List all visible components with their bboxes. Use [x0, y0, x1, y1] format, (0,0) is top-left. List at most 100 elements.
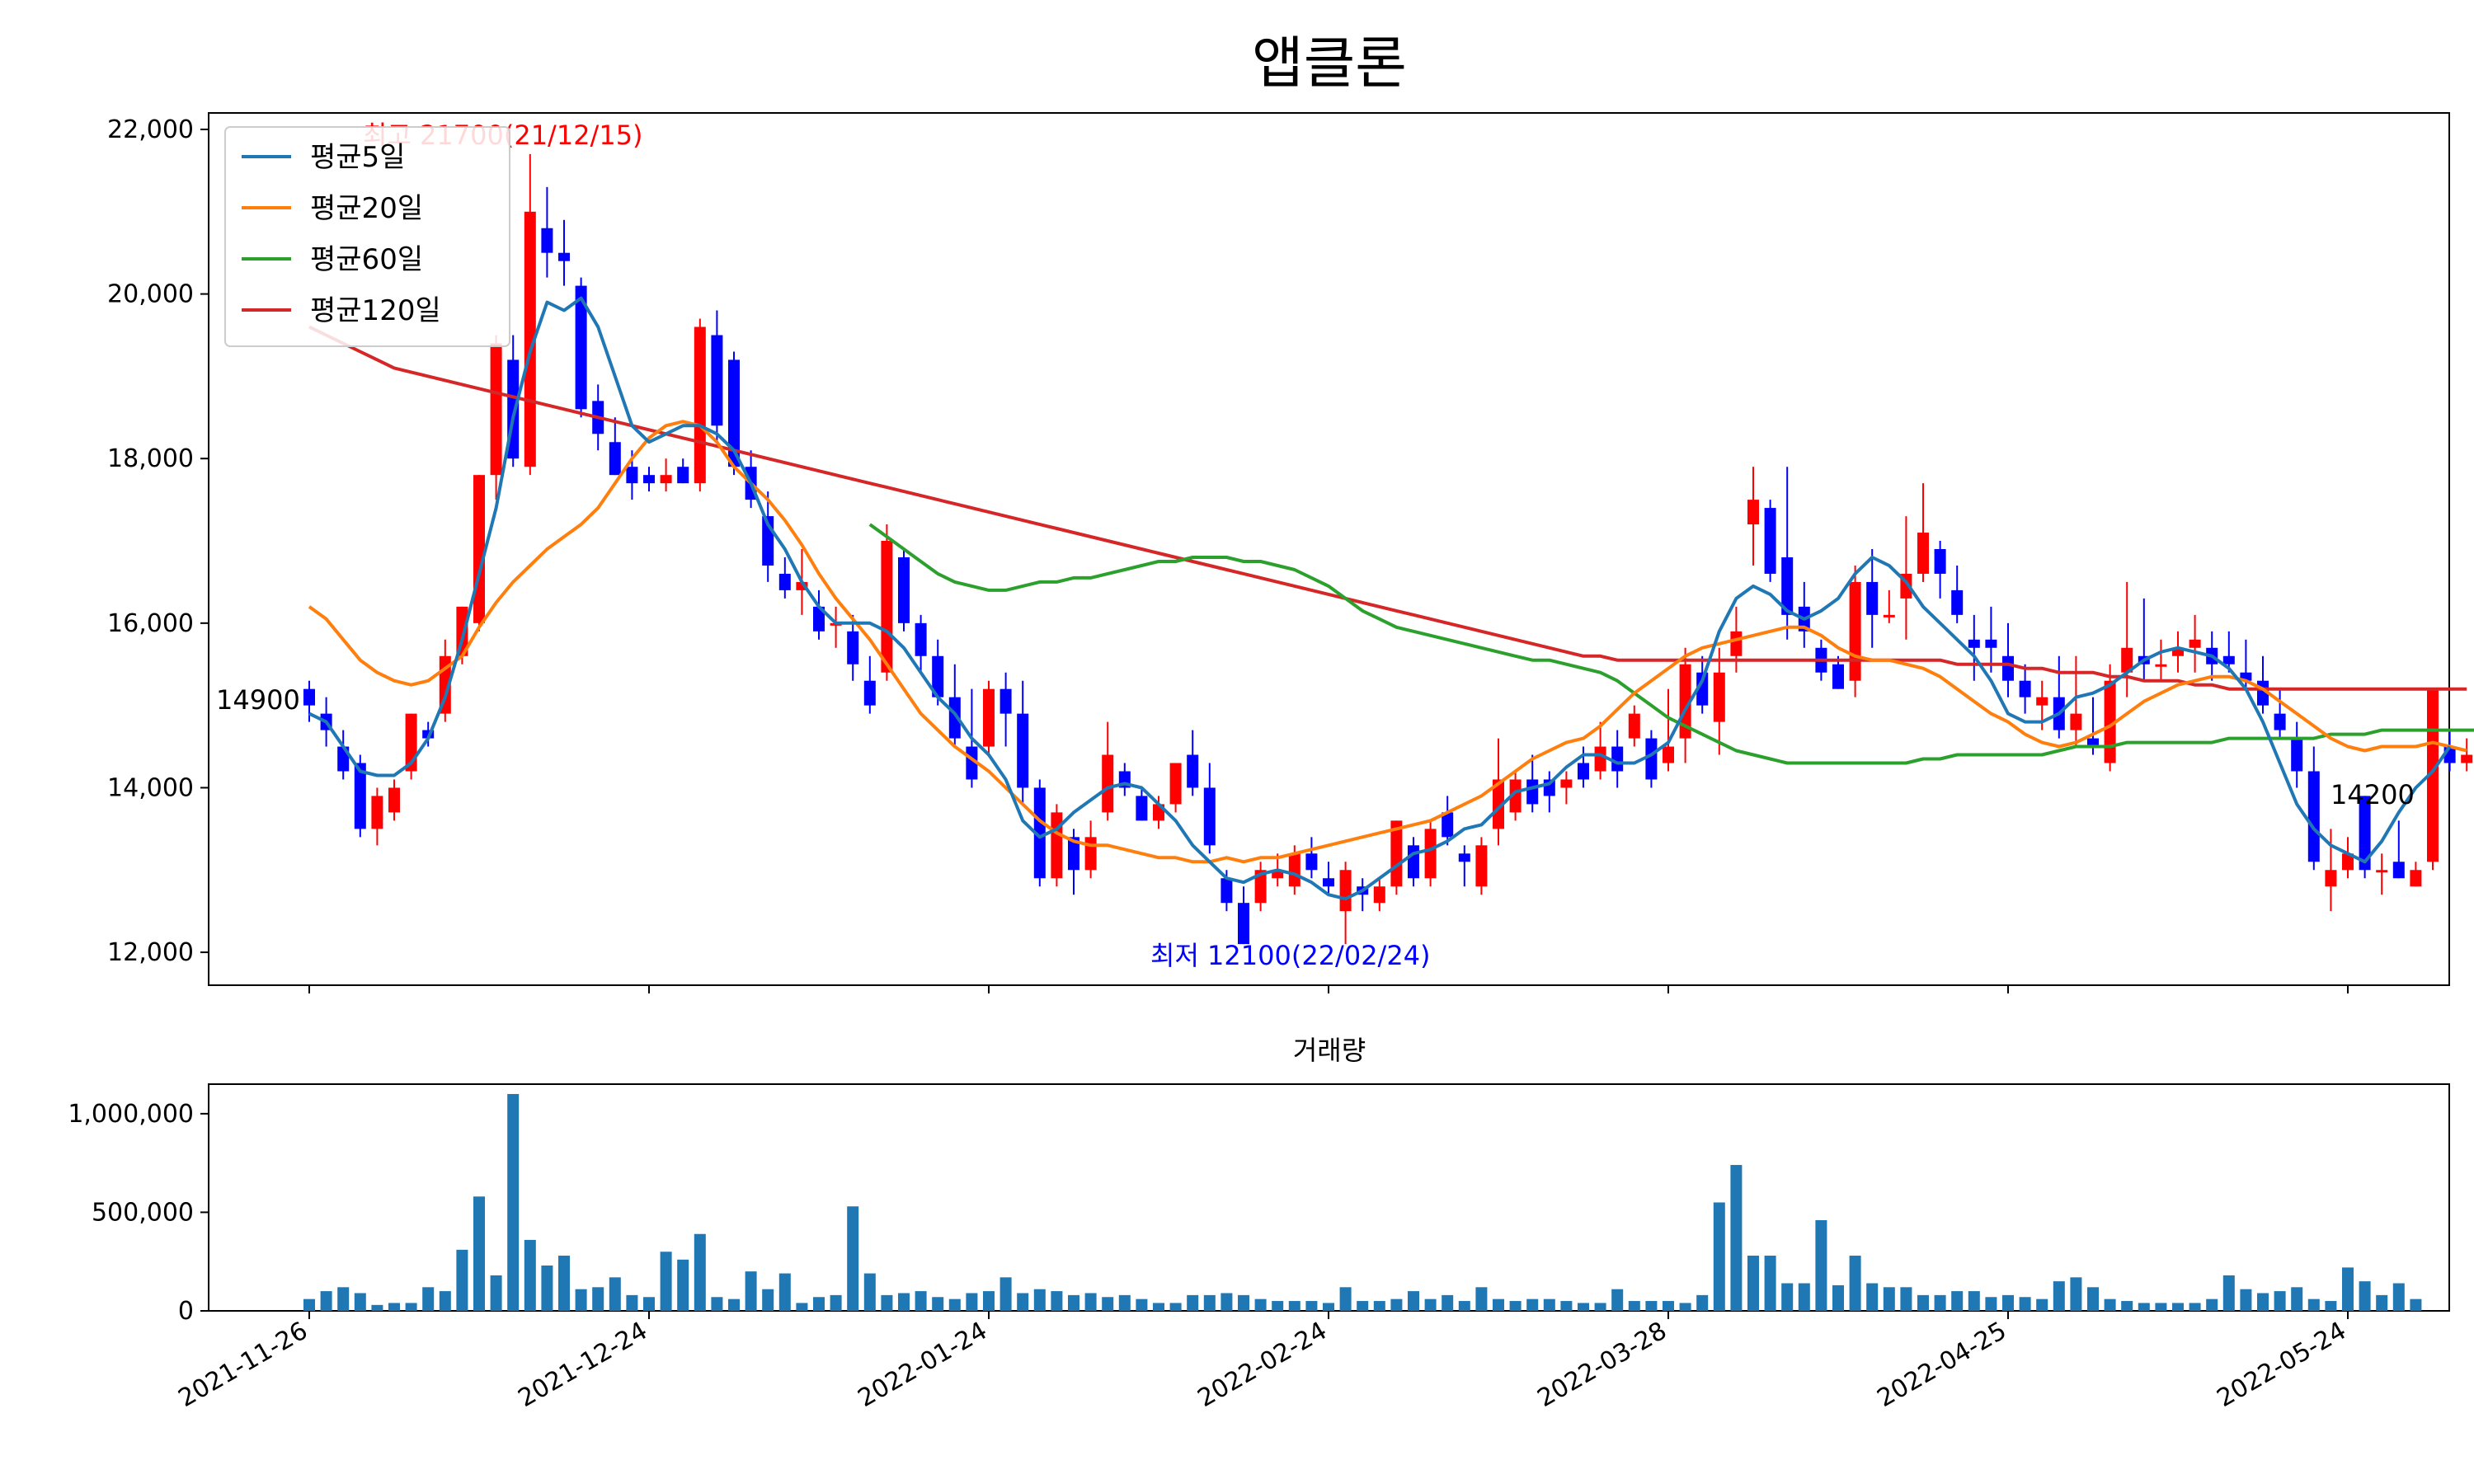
- candle-body: [728, 359, 740, 467]
- volume-bar: [2342, 1267, 2354, 1311]
- volume-bar: [2206, 1298, 2218, 1311]
- volume-bar: [1781, 1283, 1794, 1311]
- volume-bar: [1578, 1303, 1589, 1311]
- candle-body: [1713, 672, 1725, 722]
- ma60-line: [868, 523, 2474, 765]
- volume-bar: [2053, 1281, 2065, 1311]
- volume-bar: [1339, 1287, 1352, 1311]
- volume-bar: [2274, 1291, 2286, 1311]
- volume-bar: [1934, 1294, 1946, 1311]
- volume-bar: [711, 1297, 723, 1311]
- candle-body: [847, 631, 859, 665]
- legend-box: [224, 126, 510, 347]
- volume-bar: [1985, 1297, 1997, 1311]
- candle-body: [1679, 664, 1691, 739]
- volume-bar: [1442, 1294, 1454, 1311]
- volume-bar: [1272, 1301, 1284, 1311]
- volume-bar: [2104, 1298, 2116, 1311]
- candle-body: [541, 228, 553, 253]
- candle-body: [2121, 647, 2133, 673]
- candle-body: [575, 285, 587, 410]
- candle-body: [694, 326, 706, 484]
- candle-body: [1883, 614, 1895, 618]
- volume-bar: [2325, 1301, 2337, 1311]
- last-close-annotation: 14200: [2331, 779, 2415, 810]
- volume-bar: [1645, 1301, 1658, 1311]
- candle-body: [1968, 639, 1980, 648]
- candle-body: [558, 252, 570, 261]
- volume-bar: [830, 1294, 842, 1311]
- volume-bar: [558, 1256, 570, 1311]
- volume-bar: [1543, 1298, 1555, 1311]
- volume-bar: [1305, 1301, 1318, 1311]
- candle-body: [2222, 655, 2235, 665]
- volume-bar: [609, 1277, 621, 1311]
- candle-body: [2359, 796, 2371, 871]
- candle-body: [626, 467, 638, 484]
- volume-bar: [1051, 1291, 1063, 1311]
- volume-bar: [1373, 1301, 1385, 1311]
- volume-bar: [1798, 1283, 1810, 1311]
- candle-body: [1288, 853, 1300, 887]
- candle-body: [1493, 779, 1504, 829]
- volume-bar: [1968, 1291, 1980, 1311]
- volume-bar: [524, 1239, 536, 1311]
- volume-bar: [354, 1293, 366, 1311]
- volume-title: 거래량: [1293, 1035, 1366, 1066]
- legend-label-ma60: 평균60일: [310, 243, 423, 276]
- volume-bar: [337, 1287, 350, 1311]
- volume-bar: [1951, 1291, 1964, 1311]
- candle-body: [1985, 639, 1997, 648]
- candle-body: [1594, 746, 1606, 772]
- volume-bar: [1526, 1298, 1539, 1311]
- volume-bar: [2359, 1281, 2371, 1311]
- candle-body: [1951, 589, 1964, 615]
- volume-bar: [1679, 1303, 1691, 1311]
- candle-body: [1934, 549, 1946, 574]
- price-y-axis: 12,000 14,000 16,000 18,000 20,000 22,000: [107, 115, 209, 967]
- candle-body: [1832, 664, 1844, 689]
- volume-bar: [932, 1297, 944, 1311]
- candle-body: [2172, 647, 2184, 656]
- candle-body: [1560, 779, 1573, 788]
- candle-body: [1696, 672, 1709, 706]
- candle-body: [2070, 713, 2082, 730]
- candle-body: [2189, 639, 2201, 648]
- candle-body: [1339, 870, 1352, 912]
- candle-body: [1169, 763, 1182, 805]
- candle-body: [711, 335, 723, 426]
- candle-body: [796, 581, 808, 590]
- volume-bar: [371, 1304, 383, 1311]
- volume-bar: [813, 1297, 825, 1311]
- volume-bar: [1221, 1293, 1233, 1311]
- candle-body: [2036, 697, 2048, 706]
- volume-bar: [541, 1266, 553, 1311]
- candle-body: [1458, 853, 1470, 862]
- candle-body: [2461, 754, 2473, 763]
- volume-bar: [1458, 1301, 1470, 1311]
- volume-bar: [778, 1273, 791, 1311]
- candle-body: [2087, 738, 2099, 747]
- volume-bar: [1730, 1165, 1743, 1311]
- candle-body: [2342, 853, 2354, 871]
- volume-bar: [473, 1196, 485, 1311]
- candle-body: [915, 622, 927, 656]
- candle-body: [1238, 903, 1249, 945]
- volume-bar: [592, 1287, 604, 1311]
- volume-x-axis: 2021-11-26 2021-12-24 2022-01-24 2022-02-24…: [174, 1311, 2351, 1413]
- volume-bar: [1611, 1289, 1624, 1311]
- volume-bar: [1169, 1303, 1182, 1311]
- volume-bar: [1696, 1294, 1709, 1311]
- chart-title: 앱클론: [1252, 31, 1407, 96]
- volume-bar: [2291, 1287, 2303, 1311]
- volume-bar: [507, 1093, 520, 1311]
- legend-label-ma20: 평균20일: [310, 192, 423, 225]
- x-date-label: 2022-04-25: [1873, 1317, 2011, 1413]
- volume-bar: [881, 1294, 893, 1311]
- candle-body: [1526, 779, 1539, 805]
- candle-body: [1051, 812, 1063, 879]
- legend-label-ma120: 평균120일: [310, 294, 441, 327]
- price-y-tick-label: 14,000: [107, 773, 194, 802]
- candle-body: [1442, 812, 1454, 838]
- volume-bar: [1493, 1298, 1504, 1311]
